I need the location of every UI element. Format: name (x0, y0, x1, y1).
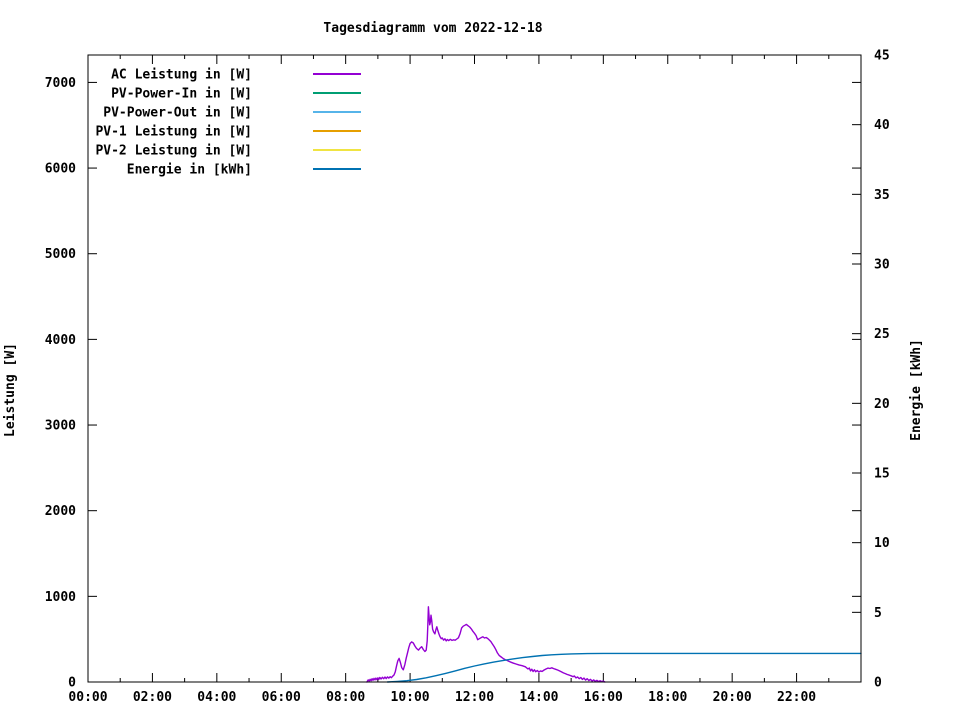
chart-title: Tagesdiagramm vom 2022-12-18 (323, 21, 542, 36)
data-series (366, 606, 862, 683)
legend: AC Leistung in [W] PV-Power-In in [W] PV-P… (95, 68, 361, 178)
y-right-tick-label: 25 (874, 327, 890, 342)
x-tick-label: 04:00 (197, 690, 236, 705)
y-left-tick-label: 0 (68, 676, 76, 691)
legend-label: PV-Power-Out in [W] (103, 106, 252, 121)
legend-label: PV-2 Leistung in [W] (95, 144, 252, 159)
y-left-tick-label: 7000 (45, 76, 76, 91)
x-tick-label: 20:00 (713, 690, 752, 705)
y-right-tick-label: 0 (874, 676, 882, 691)
y-right-tick-label: 15 (874, 467, 890, 482)
y-right-tick-label: 5 (874, 606, 882, 621)
axis-ticks (88, 54, 861, 682)
x-tick-label: 00:00 (68, 690, 107, 705)
y-right-tick-label: 35 (874, 188, 890, 203)
x-tick-label: 10:00 (391, 690, 430, 705)
x-tick-label: 02:00 (133, 690, 172, 705)
y-right-axis-label: Energie [kWh] (909, 339, 924, 441)
x-tick-label: 08:00 (326, 690, 365, 705)
y-right-tick-label: 10 (874, 536, 890, 551)
series-energie-in-kwh- (386, 652, 862, 683)
legend-label: AC Leistung in [W] (111, 68, 252, 83)
y-left-tick-label: 6000 (45, 162, 76, 177)
y-left-tick-label: 5000 (45, 247, 76, 262)
y-right-tick-label: 20 (874, 397, 890, 412)
legend-label: PV-Power-In in [W] (111, 87, 252, 102)
x-tick-label: 16:00 (584, 690, 623, 705)
y-left-tick-label: 2000 (45, 504, 76, 519)
plot-border (87, 54, 862, 683)
y-left-tick-label: 3000 (45, 419, 76, 434)
series-ac-leistung-in-w- (366, 606, 606, 683)
x-tick-label: 06:00 (262, 690, 301, 705)
y-right-tick-label: 40 (874, 118, 890, 133)
y-right-tick-label: 45 (874, 49, 890, 64)
y-left-axis-label: Leistung [W] (3, 343, 18, 437)
x-tick-label: 12:00 (455, 690, 494, 705)
x-tick-label: 14:00 (519, 690, 558, 705)
legend-label: PV-1 Leistung in [W] (95, 125, 252, 140)
y-right-tick-label: 30 (874, 258, 890, 273)
axis-tick-labels: 00:00 02:00 04:00 06:00 08:00 10:00 12:00 14:00… (45, 49, 890, 706)
legend-label: Energie in [kWh] (127, 163, 252, 178)
y-left-tick-label: 1000 (45, 590, 76, 605)
x-tick-label: 18:00 (648, 690, 687, 705)
x-tick-label: 22:00 (777, 690, 816, 705)
y-left-tick-label: 4000 (45, 333, 76, 348)
